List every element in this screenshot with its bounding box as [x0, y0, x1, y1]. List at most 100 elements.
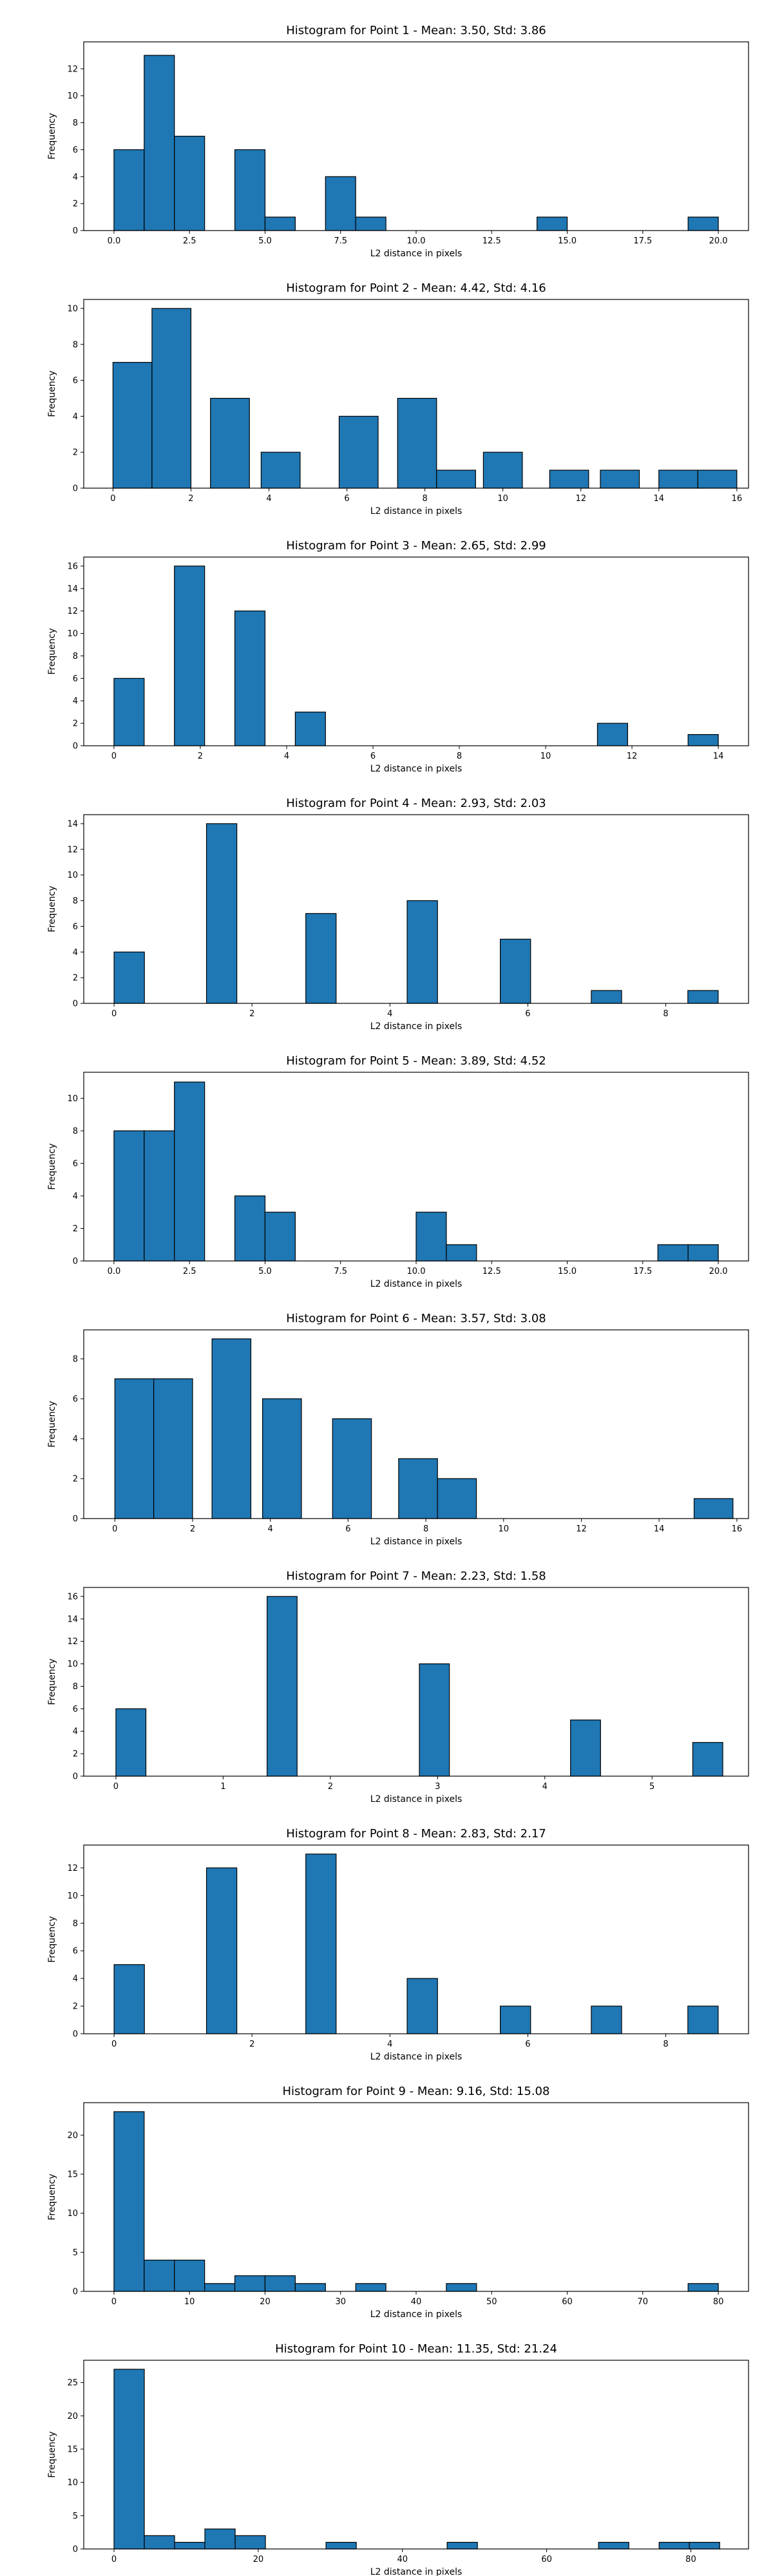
y-tick-label: 0: [73, 1257, 78, 1267]
histogram-bar: [591, 990, 622, 1004]
histogram-panel-10: Histogram for Point 10 - Mean: 11.35, St…: [47, 2342, 749, 2576]
histogram-bar: [114, 1378, 155, 1519]
y-tick-label: 6: [73, 146, 78, 155]
x-tick-label: 40: [411, 2297, 422, 2307]
x-tick-label: 60: [541, 2555, 552, 2564]
y-tick-label: 0: [73, 1515, 78, 1524]
x-tick-label: 0: [111, 1009, 117, 1019]
x-tick-label: 2: [190, 1524, 195, 1534]
chart-title: Histogram for Point 9 - Mean: 9.16, Std:…: [283, 2085, 550, 2098]
plot-frame: [83, 1329, 749, 1519]
x-axis-label: L2 distance in pixels: [370, 2309, 463, 2320]
y-tick-label: 10: [67, 2478, 78, 2488]
histogram-bar: [260, 451, 301, 489]
histogram-bar: [596, 723, 628, 746]
histogram-bar: [355, 2283, 386, 2292]
plot-frame: [83, 1844, 749, 2034]
histogram-panel-6: Histogram for Point 6 - Mean: 3.57, Std:…: [47, 1312, 749, 1547]
x-tick-label: 2: [188, 494, 193, 504]
x-tick-label: 15.0: [558, 1267, 577, 1276]
x-tick-label: 12.5: [482, 236, 501, 246]
x-tick-label: 0: [112, 1524, 117, 1534]
y-tick-label: 5: [73, 2248, 78, 2258]
x-tick-label: 4: [284, 752, 289, 761]
x-tick-label: 12: [575, 494, 586, 504]
x-tick-label: 80: [685, 2555, 696, 2564]
x-tick-label: 20.0: [709, 236, 728, 246]
y-tick-label: 6: [73, 674, 78, 684]
y-tick-label: 8: [73, 896, 78, 906]
x-tick-label: 6: [344, 494, 349, 504]
y-tick-label: 2: [73, 448, 78, 458]
x-tick-label: 4: [268, 1524, 273, 1534]
histogram-bar: [687, 2283, 719, 2292]
x-tick-label: 0: [111, 2040, 117, 2049]
y-tick-label: 4: [73, 1434, 78, 1444]
x-axis-label: L2 distance in pixels: [370, 506, 463, 516]
y-tick-label: 14: [67, 584, 78, 594]
histogram-bar: [267, 1596, 298, 1777]
y-tick-label: 8: [73, 652, 78, 661]
y-tick-label: 5: [73, 2512, 78, 2521]
x-tick-label: 5.0: [258, 236, 272, 246]
histogram-bar: [174, 1081, 205, 1262]
histogram-bar: [325, 176, 356, 231]
y-tick-label: 4: [73, 697, 78, 706]
x-tick-label: 10: [184, 2297, 195, 2307]
histogram-bar: [112, 362, 153, 489]
histogram-bar: [398, 1458, 438, 1519]
histogram-bar: [436, 469, 476, 489]
histogram-bar: [355, 216, 386, 231]
histogram-bar: [500, 938, 531, 1004]
y-axis-label: Frequency: [47, 1401, 57, 1447]
histogram-bar: [174, 565, 205, 746]
x-tick-label: 14: [713, 752, 724, 761]
chart-title: Histogram for Point 3 - Mean: 2.65, Std:…: [286, 539, 546, 553]
histogram-panel-5: Histogram for Point 5 - Mean: 3.89, Std:…: [47, 1054, 749, 1289]
x-tick-label: 40: [397, 2555, 408, 2564]
histogram-bar: [600, 469, 640, 489]
histogram-bar: [204, 2283, 236, 2292]
y-tick-label: 6: [73, 1159, 78, 1169]
x-tick-label: 8: [422, 494, 427, 504]
x-tick-label: 0: [110, 494, 115, 504]
histogram-bar: [144, 1130, 175, 1262]
y-tick-label: 6: [73, 1394, 78, 1404]
y-tick-label: 4: [73, 948, 78, 958]
histogram-bar: [446, 2283, 477, 2292]
histogram-bar: [113, 149, 145, 231]
histogram-bar: [264, 216, 296, 231]
histogram-bar: [264, 2275, 296, 2292]
y-tick-label: 12: [67, 64, 78, 74]
chart-title: Histogram for Point 7 - Mean: 2.23, Std:…: [286, 1569, 546, 1583]
x-tick-label: 6: [370, 752, 376, 761]
y-tick-label: 10: [67, 91, 78, 101]
x-tick-label: 16: [732, 1524, 743, 1534]
y-tick-label: 8: [73, 1682, 78, 1692]
y-tick-label: 10: [67, 1891, 78, 1901]
x-tick-label: 0: [111, 752, 117, 761]
x-tick-label: 4: [387, 2040, 392, 2049]
histogram-bar: [657, 1244, 689, 1262]
y-tick-label: 14: [67, 1615, 78, 1624]
histogram-bar: [211, 1338, 252, 1519]
x-tick-label: 10.0: [407, 1267, 426, 1276]
y-tick-label: 10: [67, 1660, 78, 1669]
chart-title: Histogram for Point 10 - Mean: 11.35, St…: [275, 2342, 557, 2356]
x-tick-label: 10: [540, 752, 551, 761]
histogram-bar: [689, 2542, 720, 2550]
histogram-bar: [264, 1211, 296, 1262]
x-tick-label: 7.5: [334, 236, 347, 246]
y-tick-label: 12: [67, 1864, 78, 1873]
x-tick-label: 2.5: [183, 236, 196, 246]
histogram-bar: [406, 1978, 438, 2034]
x-axis-label: L2 distance in pixels: [370, 1279, 463, 1289]
x-tick-label: 6: [525, 1009, 530, 1019]
histogram-bar: [446, 1244, 477, 1262]
histogram-bar: [591, 2005, 622, 2034]
x-tick-label: 4: [542, 1782, 548, 1792]
histogram-bar: [406, 900, 438, 1004]
y-tick-label: 2: [73, 974, 78, 983]
histogram-bar: [687, 990, 719, 1004]
histogram-panel-7: Histogram for Point 7 - Mean: 2.23, Std:…: [47, 1569, 749, 1804]
